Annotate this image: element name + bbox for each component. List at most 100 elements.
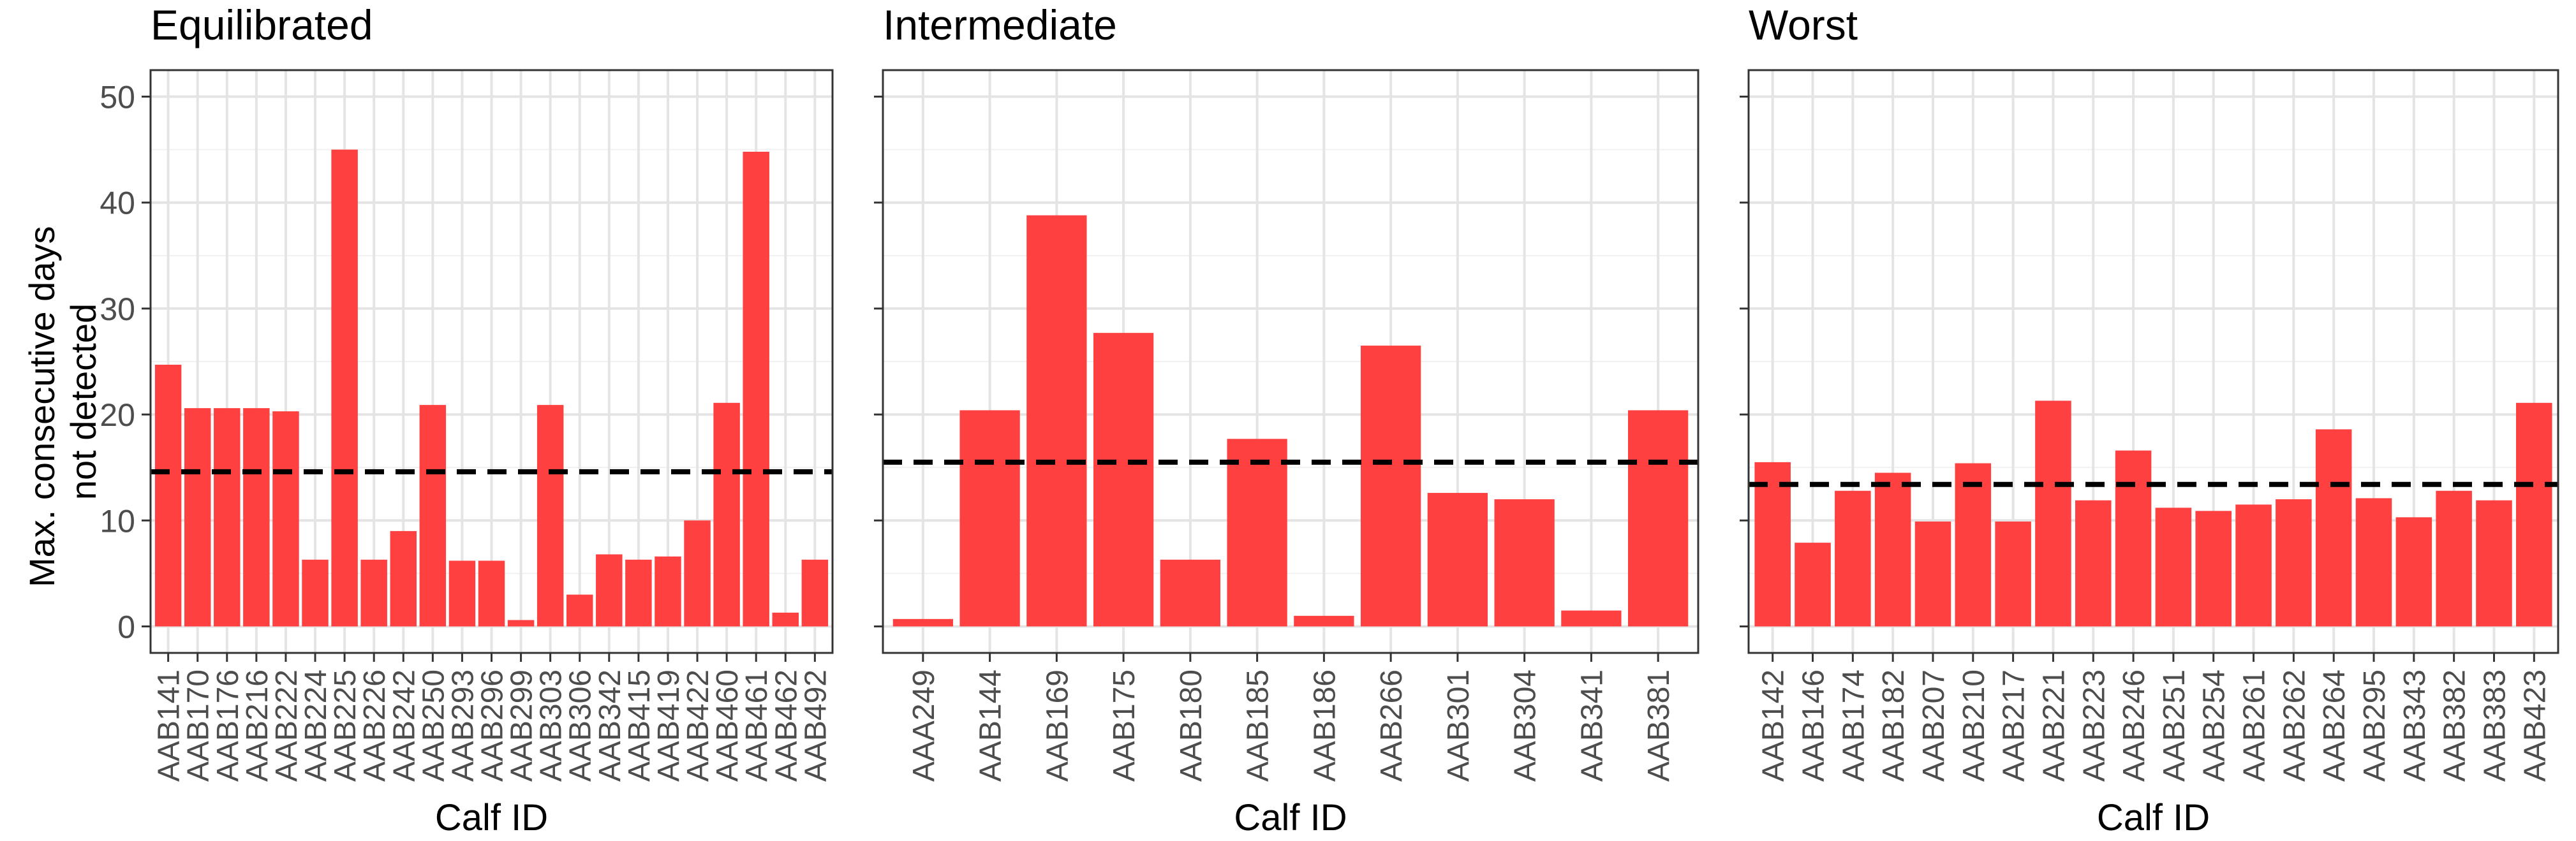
x-tick-label: AAB341 <box>1575 669 1609 782</box>
x-tick-label: AAB207 <box>1917 669 1951 782</box>
x-tick-label: AAB461 <box>740 669 774 782</box>
bar-aab383 <box>2476 500 2512 627</box>
x-tick-label: AAB250 <box>417 669 450 782</box>
x-tick-label: AAB242 <box>387 669 421 782</box>
x-tick-label: AAB169 <box>1040 669 1074 782</box>
bar-aab261 <box>2235 504 2272 627</box>
x-tick-label: AAB185 <box>1241 669 1275 782</box>
x-tick-label: AAB303 <box>535 669 568 782</box>
bar-aab460 <box>713 402 740 627</box>
x-tick-label: AAB141 <box>152 669 186 782</box>
chart-panels: Equilibrated01020304050AAB141AAB170AAB17… <box>100 1 2559 838</box>
x-tick-label: AAB492 <box>799 669 833 782</box>
x-tick-label: AAB299 <box>505 669 539 782</box>
panel-border <box>1747 69 2559 654</box>
bar-aab176 <box>214 408 241 627</box>
bar-aab174 <box>1835 490 1871 627</box>
x-tick-label: AAB423 <box>2518 669 2552 782</box>
bar-aab210 <box>1955 463 1992 627</box>
x-tick-label: AAB266 <box>1375 669 1409 782</box>
bar-aab170 <box>184 408 211 627</box>
bar-aab225 <box>331 149 358 627</box>
x-tick-label: AAB174 <box>1837 669 1870 782</box>
bar-aab250 <box>419 405 447 627</box>
y-tick-label: 40 <box>100 186 135 221</box>
x-tick-label: AAB415 <box>623 669 656 782</box>
x-axis-title: Calf ID <box>2097 797 2210 838</box>
bar-aab492 <box>801 559 829 627</box>
bar-aab423 <box>2516 402 2552 627</box>
bar-aab295 <box>2355 498 2392 627</box>
y-axis-title: Max. consecutive days not detected <box>22 216 103 587</box>
bar-aab254 <box>2195 511 2232 627</box>
x-tick-label: AAB383 <box>2478 669 2512 782</box>
bar-aab169 <box>1026 215 1087 627</box>
bar-aab251 <box>2155 508 2192 627</box>
bar-aab242 <box>390 530 417 627</box>
x-tick-label: AAB142 <box>1757 669 1791 782</box>
bar-aab142 <box>1754 462 1791 627</box>
bar-aab216 <box>243 408 270 627</box>
x-tick-label: AAB293 <box>446 669 480 782</box>
y-tick-label: 20 <box>100 397 135 433</box>
bar-aab226 <box>360 559 387 627</box>
x-tick-label: AAB223 <box>2077 669 2111 782</box>
bar-aab186 <box>1294 615 1354 627</box>
bar-aab306 <box>566 594 593 627</box>
bar-aab461 <box>743 151 769 627</box>
panel-2: Intermediate AAA249 AAB144 AAB169 AAB175 AAB1… <box>874 1 1699 838</box>
x-tick-label: AAB176 <box>211 669 245 782</box>
bar-aab264 <box>2315 429 2352 627</box>
x-tick-label: AAB216 <box>241 669 274 782</box>
x-tick-label: AAA249 <box>907 669 941 782</box>
bar-aaa249 <box>892 618 953 627</box>
bar-aab343 <box>2395 517 2432 627</box>
bar-aab342 <box>596 554 623 627</box>
bar-aab415 <box>625 559 652 627</box>
y-tick-label: 10 <box>100 503 135 539</box>
panel-1: Equilibrated 0 10 20 30 40 50 AAB141AAB170AAB17… <box>100 1 834 838</box>
x-tick-label: AAB222 <box>270 669 304 782</box>
bar-aab224 <box>302 559 329 627</box>
x-tick-label: AAB381 <box>1642 669 1676 782</box>
y-tick-label: 50 <box>100 80 135 115</box>
x-tick-label: AAB301 <box>1442 669 1476 782</box>
bar-aab293 <box>448 560 476 627</box>
x-tick-label: AAB460 <box>711 669 744 782</box>
x-tick-label: AAB382 <box>2438 669 2472 782</box>
x-tick-label: AAB342 <box>593 669 627 782</box>
y-axis-title-line-2: not detected <box>63 303 103 500</box>
x-tick-label: AAB170 <box>182 669 216 782</box>
bar-aab262 <box>2276 499 2312 627</box>
bar-aab207 <box>1914 521 1951 627</box>
bar-aab299 <box>507 620 535 627</box>
bar-aab182 <box>1874 472 1911 627</box>
bar-aab381 <box>1628 410 1689 627</box>
panel-title: Intermediate <box>883 1 1117 48</box>
y-tick-label: 30 <box>100 291 135 327</box>
bar-aab223 <box>2075 500 2112 627</box>
bar-aab246 <box>2115 450 2152 627</box>
panel-border <box>882 69 1699 654</box>
x-tick-label: AAB182 <box>1877 669 1911 782</box>
y-axis-title-line-1: Max. consecutive days <box>22 226 62 587</box>
x-tick-label: AAB419 <box>652 669 686 782</box>
x-axis-title: Calf ID <box>435 797 548 838</box>
x-tick-label: AAB422 <box>681 669 715 782</box>
panel-title: Equilibrated <box>151 1 373 48</box>
bar-aab141 <box>154 364 182 627</box>
bar-aab462 <box>772 612 799 627</box>
x-tick-label: AAB225 <box>329 669 362 782</box>
bar-aab303 <box>537 405 564 627</box>
x-tick-label: AAB180 <box>1174 669 1208 782</box>
x-tick-label: AAB261 <box>2238 669 2272 782</box>
bar-aab266 <box>1360 346 1421 627</box>
bar-aab144 <box>959 410 1020 627</box>
bar-aab175 <box>1093 333 1154 627</box>
x-tick-label: AAB306 <box>564 669 598 782</box>
x-tick-label: AAB226 <box>358 669 392 782</box>
bar-aab301 <box>1427 493 1488 627</box>
